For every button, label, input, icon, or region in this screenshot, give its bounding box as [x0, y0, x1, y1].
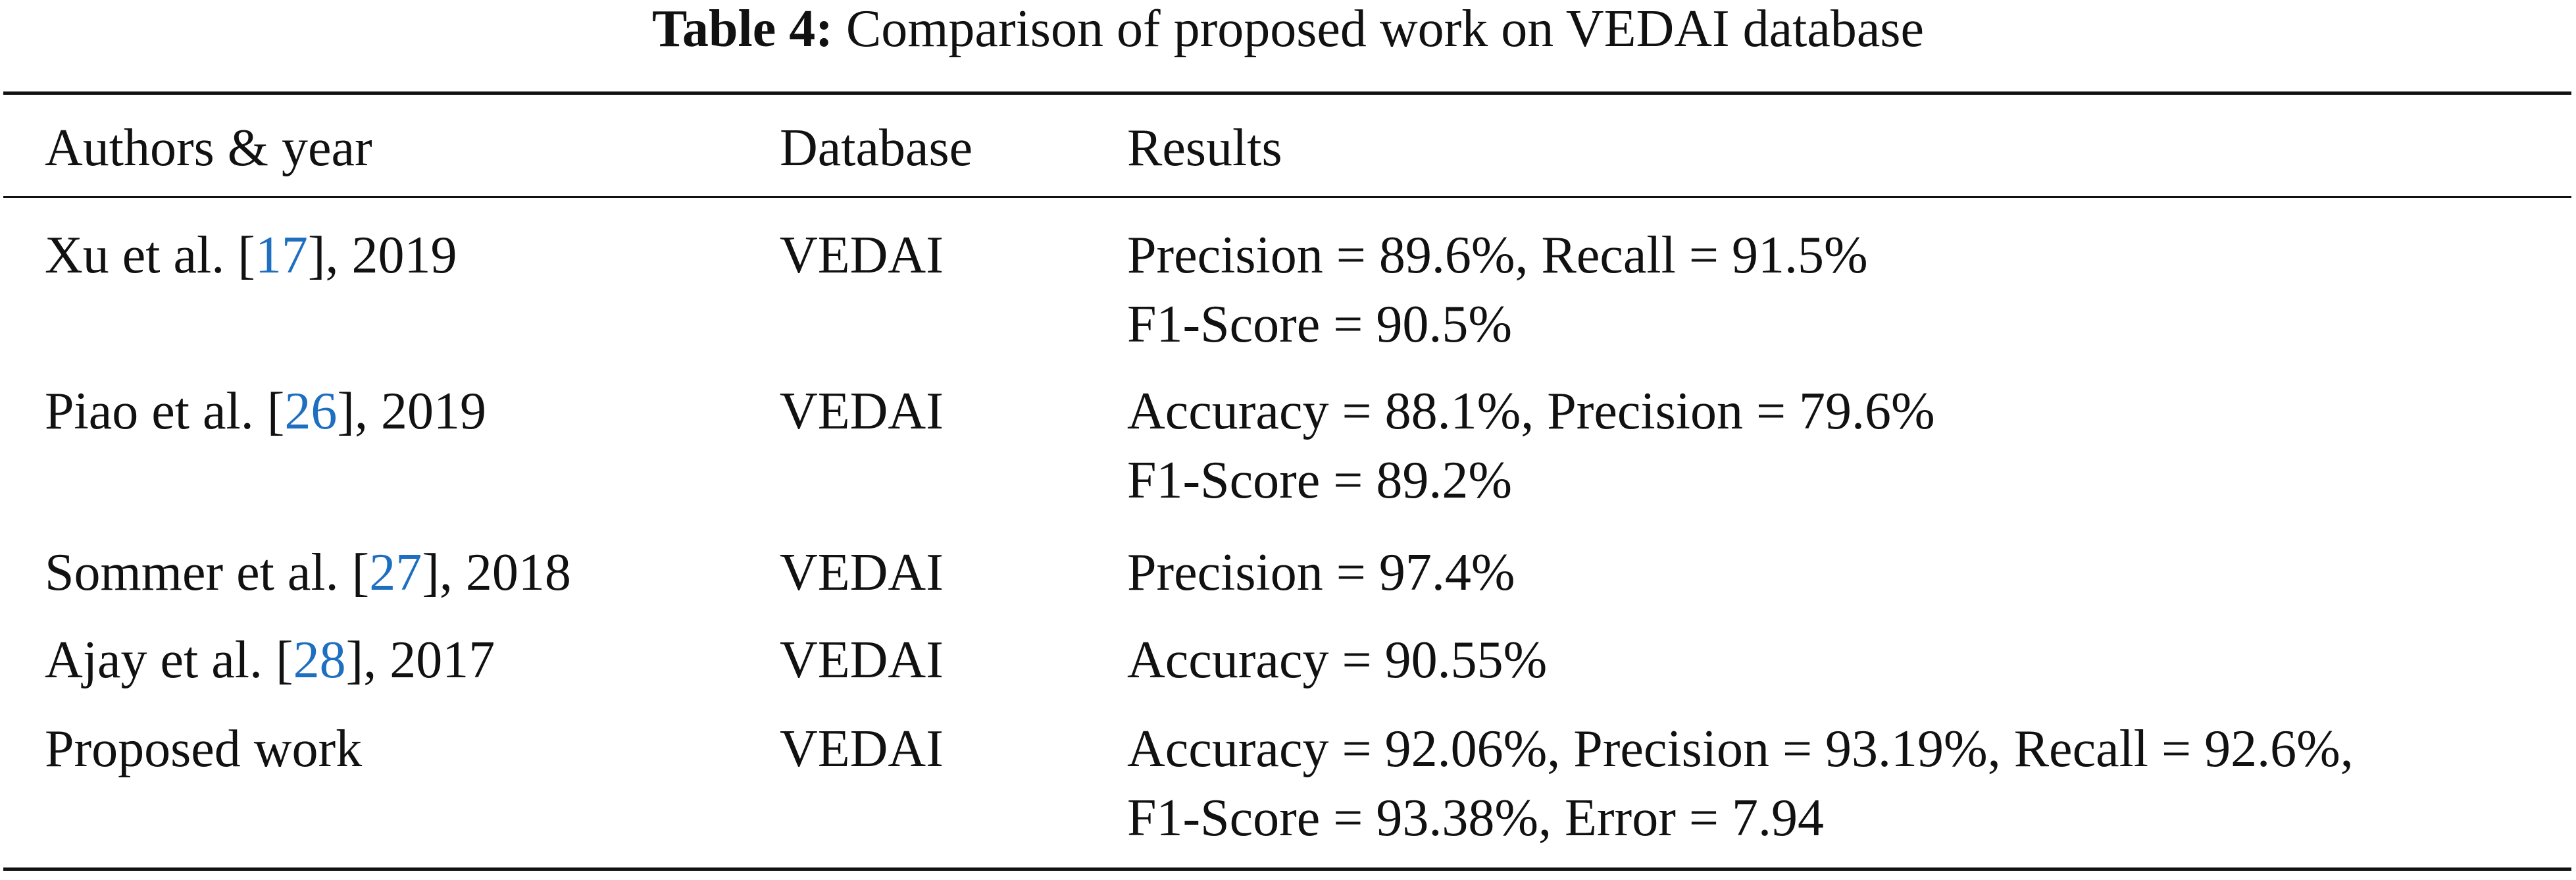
caption-label: Table 4:	[651, 0, 833, 58]
table-caption: Table 4: Comparison of proposed work on V…	[0, 0, 2576, 64]
author-text: Xu et al. [	[45, 226, 255, 284]
database-cell: VEDAI	[780, 631, 944, 689]
result-line: F1-Score = 93.38%, Error = 7.94	[1127, 789, 1824, 847]
author-text: Sommer et al. [	[45, 543, 370, 602]
citation-link: 26	[284, 382, 338, 440]
author-cell: Piao et al. [26], 2019	[45, 377, 486, 446]
header-rule	[3, 196, 2571, 198]
author-cell: Ajay et al. [28], 2017	[45, 626, 495, 695]
top-rule	[3, 91, 2571, 95]
result-line: F1-Score = 90.5%	[1127, 295, 1513, 353]
author-text: Ajay et al. [	[45, 631, 293, 689]
author-cell: Sommer et al. [27], 2018	[45, 538, 571, 608]
author-cell: Proposed work	[45, 715, 362, 784]
result-line: Precision = 97.4%	[1127, 543, 1515, 602]
citation-link: 27	[369, 543, 422, 602]
header-cell: Results	[1127, 118, 1282, 177]
author-text: Piao et al. [	[45, 382, 285, 440]
database-cell: VEDAI	[780, 543, 944, 602]
result-line: Accuracy = 90.55%	[1127, 631, 1548, 689]
caption-text: Comparison of proposed work on VEDAI dat…	[846, 0, 1925, 58]
database-cell: VEDAI	[780, 226, 944, 284]
database-cell: VEDAI	[780, 719, 944, 778]
result-line: Accuracy = 88.1%, Precision = 79.6%	[1127, 382, 1935, 440]
result-line: Precision = 89.6%, Recall = 91.5%	[1127, 226, 1868, 284]
header-cell: Authors & year	[45, 118, 372, 177]
database-cell: VEDAI	[780, 382, 944, 440]
author-text: ], 2018	[422, 543, 571, 602]
author-text: ], 2019	[307, 226, 457, 284]
author-cell: Xu et al. [17], 2019	[45, 221, 457, 290]
header-cell: Database	[780, 118, 973, 177]
author-text: Proposed work	[45, 719, 363, 778]
author-text: ], 2019	[337, 382, 486, 440]
bottom-rule	[3, 867, 2571, 871]
citation-link: 28	[293, 631, 346, 689]
result-line: F1-Score = 89.2%	[1127, 451, 1513, 509]
result-line: Accuracy = 92.06%, Precision = 93.19%, R…	[1127, 719, 2354, 778]
author-text: ], 2017	[345, 631, 495, 689]
citation-link: 17	[255, 226, 308, 284]
